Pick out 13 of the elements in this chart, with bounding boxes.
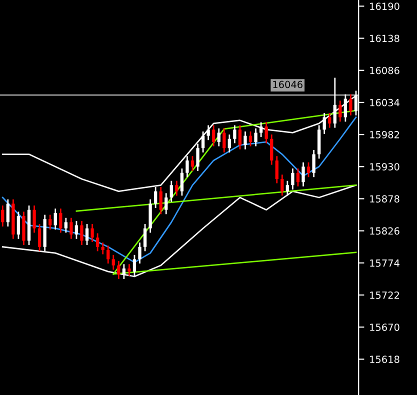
y-tick-label: 16086 — [370, 66, 400, 74]
y-tick-label: 16138 — [370, 34, 400, 42]
y-tick-label: 15618 — [370, 356, 400, 364]
y-tick-label: 15774 — [370, 260, 400, 267]
y-tick-label: 15930 — [370, 163, 400, 170]
y-tick-label: 15670 — [370, 324, 400, 331]
y-tick-label: 16034 — [370, 98, 400, 106]
y-tick-label: 15722 — [370, 291, 399, 299]
y-tick-label: 15878 — [370, 195, 400, 203]
y-tick-label: 16190 — [370, 2, 400, 10]
ref-line-label: 16046 — [273, 80, 302, 88]
y-tick-label: 15826 — [370, 227, 400, 235]
y-tick-label: 15982 — [370, 131, 399, 138]
